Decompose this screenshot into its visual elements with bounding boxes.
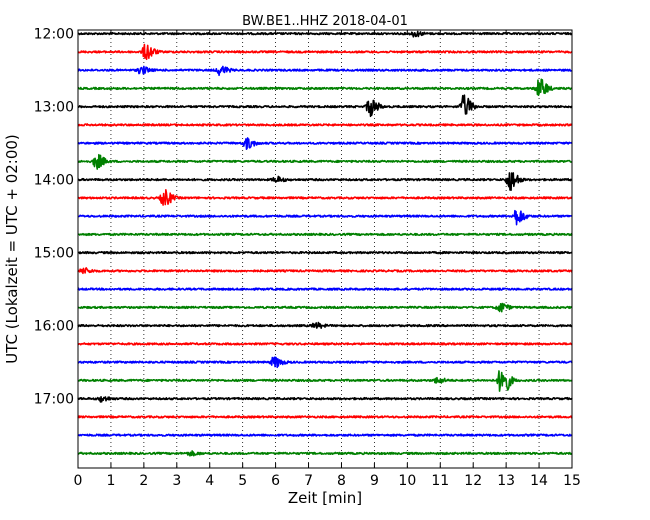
- y-tick-label: 16:00: [34, 319, 74, 335]
- trace-line: [77, 94, 573, 118]
- trace-line: [77, 250, 573, 255]
- y-tick-label: 13:00: [34, 100, 74, 116]
- chart-title: BW.BE1..HHZ 2018-04-01: [242, 14, 408, 29]
- trace-line: [77, 65, 573, 77]
- x-tick-label: 7: [304, 473, 313, 489]
- y-tick-label: 12:00: [34, 27, 74, 43]
- x-tick-label: 12: [464, 473, 482, 489]
- trace-line: [77, 450, 573, 457]
- trace-line: [77, 356, 573, 369]
- trace-line: [77, 396, 573, 403]
- trace-line: [77, 415, 573, 419]
- x-tick-label: 0: [74, 473, 83, 489]
- x-tick-label: 10: [398, 473, 416, 489]
- x-tick-label: 4: [205, 473, 214, 489]
- trace-line: [77, 287, 573, 291]
- trace-line: [77, 232, 573, 237]
- x-tick-label: 11: [431, 473, 449, 489]
- trace-line: [77, 433, 573, 437]
- x-tick-label: 2: [139, 473, 148, 489]
- trace-line: [77, 189, 573, 206]
- trace-line: [77, 137, 573, 150]
- trace-line: [77, 172, 573, 192]
- x-tick-label: 3: [172, 473, 181, 489]
- y-axis-label: UTC (Lokalzeit = UTC + 02:00): [3, 134, 21, 364]
- trace-line: [77, 302, 573, 313]
- x-tick-label: 6: [271, 473, 280, 489]
- x-tick-label: 8: [337, 473, 346, 489]
- traces: [77, 30, 573, 457]
- x-tick-label: 13: [497, 473, 515, 489]
- y-tick-label: 17:00: [34, 392, 74, 408]
- trace-line: [77, 342, 573, 346]
- trace-line: [77, 153, 573, 170]
- trace-line: [77, 123, 573, 127]
- ticks: 0 1 2 3 4 5 6 7 8 9 10 11 12 13 14 1512:0013:0014:0015:…: [34, 27, 581, 489]
- grid: [110, 30, 540, 468]
- trace-line: [77, 370, 573, 392]
- trace-line: [77, 78, 573, 97]
- x-tick-label: 1: [106, 473, 115, 489]
- plot-frame: [77, 29, 573, 469]
- trace-line: [77, 43, 573, 61]
- trace-line: [77, 30, 573, 38]
- x-tick-label: 5: [238, 473, 247, 489]
- x-tick-label: 14: [530, 473, 548, 489]
- trace-line: [77, 267, 573, 275]
- x-tick-label: 9: [370, 473, 379, 489]
- y-tick-label: 14:00: [34, 173, 74, 189]
- y-tick-label: 15:00: [34, 246, 74, 262]
- trace-line: [77, 209, 573, 226]
- trace-line: [77, 321, 573, 329]
- x-axis-label: Zeit [min]: [288, 489, 362, 507]
- x-tick-label: 15: [563, 473, 581, 489]
